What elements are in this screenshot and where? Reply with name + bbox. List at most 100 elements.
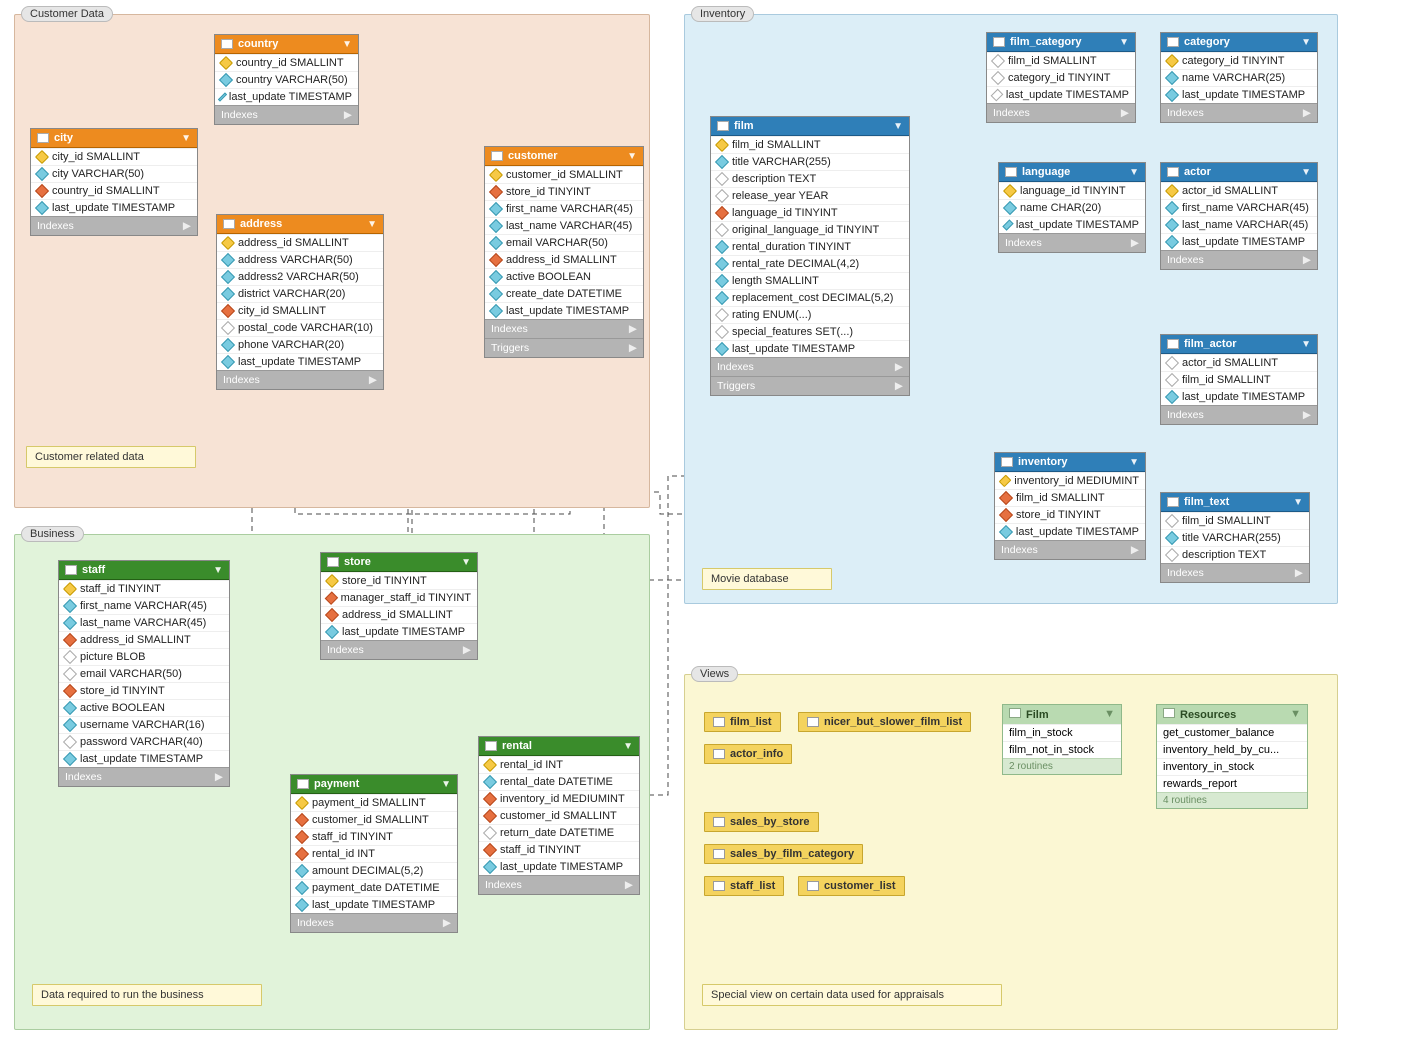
column-row[interactable]: postal_code VARCHAR(10) <box>217 319 383 336</box>
expand-icon[interactable]: ▶ <box>1303 254 1311 266</box>
column-row[interactable]: country VARCHAR(50) <box>215 71 358 88</box>
table-footer-indexes[interactable]: Indexes▶ <box>1161 103 1317 122</box>
column-row[interactable]: description TEXT <box>711 170 909 187</box>
column-row[interactable]: rental_id INT <box>291 845 457 862</box>
collapse-icon[interactable]: ▼ <box>1119 37 1129 48</box>
routine-row[interactable]: film_not_in_stock <box>1003 741 1121 758</box>
table-footer-indexes[interactable]: Indexes▶ <box>31 216 197 235</box>
table-header-actor[interactable]: actor▼ <box>1161 163 1317 182</box>
collapse-icon[interactable]: ▼ <box>1290 708 1301 720</box>
column-row[interactable]: amount DECIMAL(5,2) <box>291 862 457 879</box>
table-footer-indexes[interactable]: Indexes▶ <box>995 540 1145 559</box>
collapse-icon[interactable]: ▼ <box>1104 708 1115 720</box>
table-header-city[interactable]: city▼ <box>31 129 197 148</box>
column-row[interactable]: length SMALLINT <box>711 272 909 289</box>
table-address[interactable]: address▼address_id SMALLINTaddress VARCH… <box>216 214 384 390</box>
column-row[interactable]: original_language_id TINYINT <box>711 221 909 238</box>
collapse-icon[interactable]: ▼ <box>893 121 903 132</box>
column-row[interactable]: first_name VARCHAR(45) <box>1161 199 1317 216</box>
collapse-icon[interactable]: ▼ <box>627 151 637 162</box>
column-row[interactable]: rental_duration TINYINT <box>711 238 909 255</box>
column-row[interactable]: first_name VARCHAR(45) <box>59 597 229 614</box>
table-footer-indexes[interactable]: Indexes▶ <box>1161 563 1309 582</box>
expand-icon[interactable]: ▶ <box>183 220 191 232</box>
column-row[interactable]: email VARCHAR(50) <box>485 234 643 251</box>
collapse-icon[interactable]: ▼ <box>1301 37 1311 48</box>
collapse-icon[interactable]: ▼ <box>181 133 191 144</box>
view-film-list[interactable]: film_list <box>704 712 781 732</box>
column-row[interactable]: phone VARCHAR(20) <box>217 336 383 353</box>
table-header-store[interactable]: store▼ <box>321 553 477 572</box>
column-row[interactable]: category_id TINYINT <box>1161 52 1317 69</box>
view-customer-list[interactable]: customer_list <box>798 876 905 896</box>
table-header-category[interactable]: category▼ <box>1161 33 1317 52</box>
expand-icon[interactable]: ▶ <box>629 323 637 335</box>
table-footer-indexes[interactable]: Indexes▶ <box>987 103 1135 122</box>
column-row[interactable]: last_update TIMESTAMP <box>999 216 1145 233</box>
table-rental[interactable]: rental▼rental_id INTrental_date DATETIME… <box>478 736 640 895</box>
column-row[interactable]: address_id SMALLINT <box>217 234 383 251</box>
expand-icon[interactable]: ▶ <box>895 361 903 373</box>
column-row[interactable]: last_update TIMESTAMP <box>987 86 1135 103</box>
column-row[interactable]: username VARCHAR(16) <box>59 716 229 733</box>
view-nicer-but-slower-film-list[interactable]: nicer_but_slower_film_list <box>798 712 971 732</box>
table-footer-indexes[interactable]: Indexes▶ <box>999 233 1145 252</box>
column-row[interactable]: film_id SMALLINT <box>987 52 1135 69</box>
table-header-customer[interactable]: customer▼ <box>485 147 643 166</box>
collapse-icon[interactable]: ▼ <box>1301 339 1311 350</box>
expand-icon[interactable]: ▶ <box>344 109 352 121</box>
routine-header[interactable]: Film▼ <box>1003 705 1121 724</box>
column-row[interactable]: address_id SMALLINT <box>485 251 643 268</box>
column-row[interactable]: active BOOLEAN <box>485 268 643 285</box>
table-header-staff[interactable]: staff▼ <box>59 561 229 580</box>
column-row[interactable]: last_update TIMESTAMP <box>31 199 197 216</box>
routine-row[interactable]: inventory_in_stock <box>1157 758 1307 775</box>
column-row[interactable]: city_id SMALLINT <box>217 302 383 319</box>
expand-icon[interactable]: ▶ <box>625 879 633 891</box>
column-row[interactable]: rating ENUM(...) <box>711 306 909 323</box>
view-sales-by-store[interactable]: sales_by_store <box>704 812 819 832</box>
expand-icon[interactable]: ▶ <box>1295 567 1303 579</box>
column-row[interactable]: last_update TIMESTAMP <box>485 302 643 319</box>
column-row[interactable]: address VARCHAR(50) <box>217 251 383 268</box>
table-footer-indexes[interactable]: Indexes▶ <box>1161 250 1317 269</box>
column-row[interactable]: title VARCHAR(255) <box>711 153 909 170</box>
table-city[interactable]: city▼city_id SMALLINTcity VARCHAR(50)cou… <box>30 128 198 236</box>
table-header-film[interactable]: film▼ <box>711 117 909 136</box>
column-row[interactable]: language_id TINYINT <box>711 204 909 221</box>
routine-row[interactable]: film_in_stock <box>1003 724 1121 741</box>
expand-icon[interactable]: ▶ <box>1131 237 1139 249</box>
column-row[interactable]: manager_staff_id TINYINT <box>321 589 477 606</box>
column-row[interactable]: customer_id SMALLINT <box>485 166 643 183</box>
column-row[interactable]: city VARCHAR(50) <box>31 165 197 182</box>
column-row[interactable]: film_id SMALLINT <box>1161 371 1317 388</box>
column-row[interactable]: replacement_cost DECIMAL(5,2) <box>711 289 909 306</box>
column-row[interactable]: actor_id SMALLINT <box>1161 354 1317 371</box>
routine-header[interactable]: Resources▼ <box>1157 705 1307 724</box>
collapse-icon[interactable]: ▼ <box>461 557 471 568</box>
column-row[interactable]: title VARCHAR(255) <box>1161 529 1309 546</box>
table-footer-indexes[interactable]: Indexes▶ <box>485 319 643 338</box>
column-row[interactable]: address_id SMALLINT <box>321 606 477 623</box>
column-row[interactable]: category_id TINYINT <box>987 69 1135 86</box>
column-row[interactable]: last_update TIMESTAMP <box>321 623 477 640</box>
column-row[interactable]: last_update TIMESTAMP <box>59 750 229 767</box>
view-staff-list[interactable]: staff_list <box>704 876 784 896</box>
expand-icon[interactable]: ▶ <box>215 771 223 783</box>
column-row[interactable]: last_update TIMESTAMP <box>995 523 1145 540</box>
table-country[interactable]: country▼country_id SMALLINTcountry VARCH… <box>214 34 359 125</box>
column-row[interactable]: last_name VARCHAR(45) <box>1161 216 1317 233</box>
column-row[interactable]: name VARCHAR(25) <box>1161 69 1317 86</box>
column-row[interactable]: rental_rate DECIMAL(4,2) <box>711 255 909 272</box>
column-row[interactable]: inventory_id MEDIUMINT <box>479 790 639 807</box>
collapse-icon[interactable]: ▼ <box>623 741 633 752</box>
column-row[interactable]: language_id TINYINT <box>999 182 1145 199</box>
table-footer-triggers[interactable]: Triggers▶ <box>485 338 643 357</box>
column-row[interactable]: picture BLOB <box>59 648 229 665</box>
column-row[interactable]: actor_id SMALLINT <box>1161 182 1317 199</box>
column-row[interactable]: store_id TINYINT <box>485 183 643 200</box>
collapse-icon[interactable]: ▼ <box>367 219 377 230</box>
routine-row[interactable]: rewards_report <box>1157 775 1307 792</box>
column-row[interactable]: last_update TIMESTAMP <box>479 858 639 875</box>
table-footer-indexes[interactable]: Indexes▶ <box>217 370 383 389</box>
